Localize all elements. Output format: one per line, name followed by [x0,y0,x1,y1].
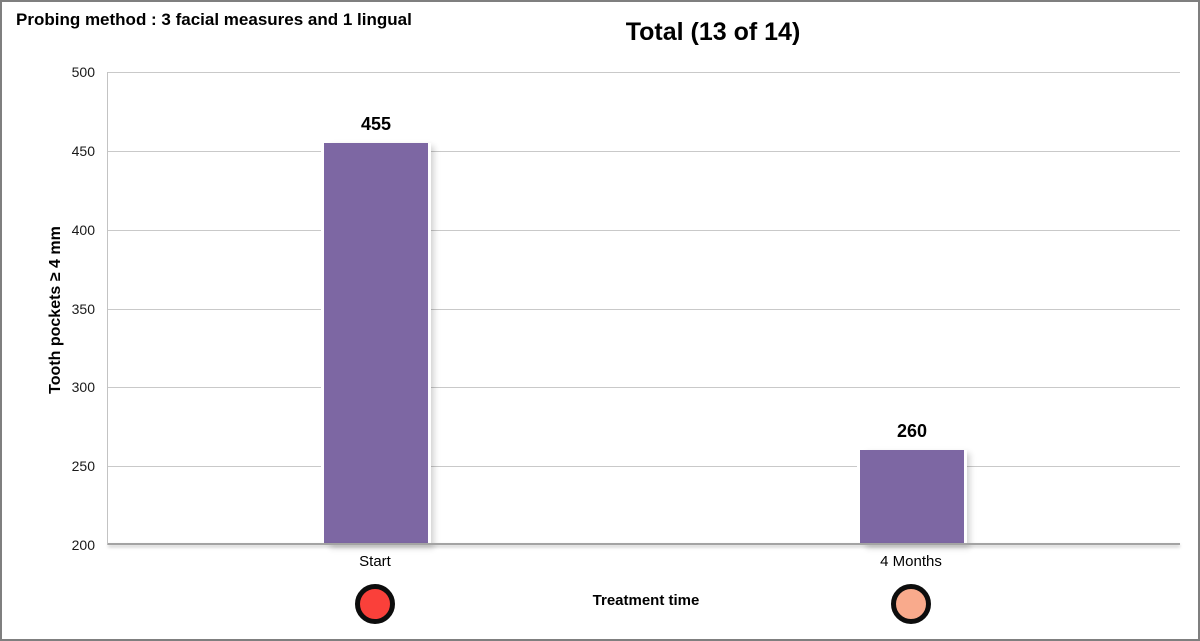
bar-value-label: 260 [896,421,928,442]
y-tick-label: 500 [71,64,95,80]
y-tick-label: 350 [71,300,95,317]
gridline [108,466,1180,468]
y-tick-label: 450 [71,142,95,159]
bar-start: 455 [324,114,428,545]
x-axis-title: Treatment time [592,592,700,609]
bar-fill [860,450,964,545]
y-axis-ticks: 500 450 400 350 300 250 200 [2,65,95,552]
category-marker-start-icon [355,584,395,624]
plot-area: 455 260 [107,72,1180,545]
gridline [108,150,1180,152]
gridline [108,387,1180,389]
y-tick-label: 400 [71,221,95,238]
bar-value-label: 455 [360,113,392,134]
x-axis-line [108,543,1180,545]
probing-method-note: Probing method : 3 facial measures and 1… [16,10,412,29]
bar-fill [324,142,428,545]
category-marker-4-months-icon [891,584,931,624]
y-tick-label: 250 [71,458,95,475]
chart-title: Total (13 of 14) [625,18,801,46]
gridline [108,308,1180,310]
category-label-4-months: 4 Months [880,553,942,570]
category-label-start: Start [359,553,391,570]
y-tick-label: 300 [71,379,95,396]
bar-4-months: 260 [860,421,964,545]
y-tick-label: 200 [71,537,95,553]
gridline [108,229,1180,231]
gridline [108,72,1180,73]
